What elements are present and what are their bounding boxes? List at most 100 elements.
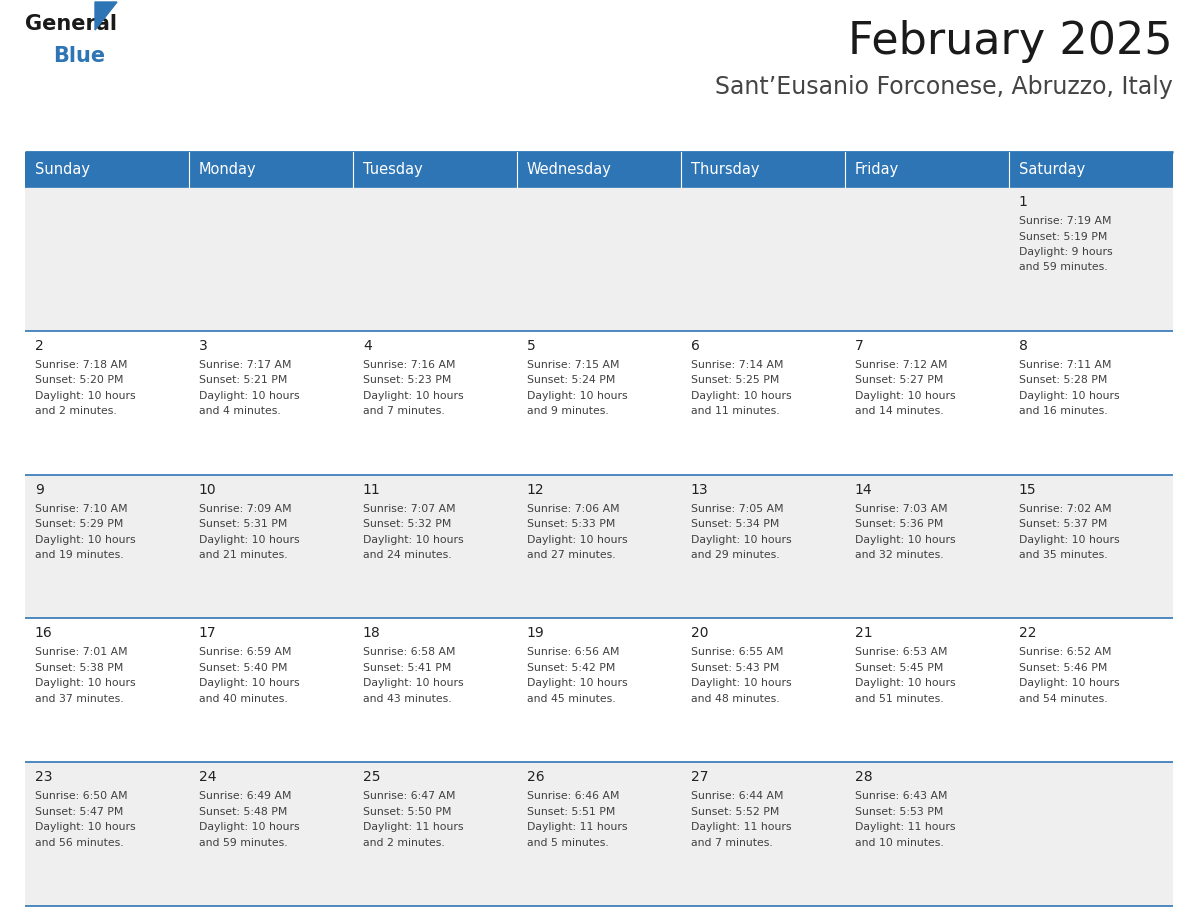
Text: and 5 minutes.: and 5 minutes.: [526, 838, 608, 847]
Text: Daylight: 10 hours: Daylight: 10 hours: [691, 391, 791, 401]
Text: Sunset: 5:37 PM: Sunset: 5:37 PM: [1019, 519, 1107, 529]
Text: Sunrise: 7:19 AM: Sunrise: 7:19 AM: [1019, 216, 1111, 226]
Text: Sunset: 5:43 PM: Sunset: 5:43 PM: [691, 663, 779, 673]
Text: and 56 minutes.: and 56 minutes.: [34, 838, 124, 847]
Text: Sunrise: 6:52 AM: Sunrise: 6:52 AM: [1019, 647, 1111, 657]
Text: Daylight: 10 hours: Daylight: 10 hours: [1019, 678, 1119, 688]
Text: Sunset: 5:24 PM: Sunset: 5:24 PM: [526, 375, 615, 386]
Text: Daylight: 10 hours: Daylight: 10 hours: [1019, 534, 1119, 544]
Text: Sunset: 5:25 PM: Sunset: 5:25 PM: [691, 375, 779, 386]
Text: Sunrise: 7:03 AM: Sunrise: 7:03 AM: [855, 504, 948, 513]
Text: Daylight: 10 hours: Daylight: 10 hours: [198, 823, 299, 833]
Text: Sunrise: 7:11 AM: Sunrise: 7:11 AM: [1019, 360, 1111, 370]
Bar: [25, 619, 1173, 762]
Text: Daylight: 10 hours: Daylight: 10 hours: [362, 534, 463, 544]
Text: Sunrise: 7:01 AM: Sunrise: 7:01 AM: [34, 647, 127, 657]
Text: and 7 minutes.: and 7 minutes.: [691, 838, 772, 847]
Text: and 7 minutes.: and 7 minutes.: [362, 407, 444, 416]
Text: 25: 25: [362, 770, 380, 784]
Text: and 27 minutes.: and 27 minutes.: [526, 550, 615, 560]
Text: Sunrise: 6:58 AM: Sunrise: 6:58 AM: [362, 647, 455, 657]
Text: Sunset: 5:52 PM: Sunset: 5:52 PM: [691, 807, 779, 817]
Text: Sunrise: 7:12 AM: Sunrise: 7:12 AM: [855, 360, 947, 370]
Text: Daylight: 10 hours: Daylight: 10 hours: [362, 678, 463, 688]
Text: Sunrise: 6:59 AM: Sunrise: 6:59 AM: [198, 647, 291, 657]
Text: Sunset: 5:53 PM: Sunset: 5:53 PM: [855, 807, 943, 817]
Text: 20: 20: [691, 626, 708, 641]
Text: Daylight: 10 hours: Daylight: 10 hours: [691, 678, 791, 688]
Text: 23: 23: [34, 770, 52, 784]
Text: Monday: Monday: [198, 162, 257, 177]
Text: Sunset: 5:48 PM: Sunset: 5:48 PM: [198, 807, 287, 817]
Text: 2: 2: [34, 339, 44, 353]
Text: Sunset: 5:29 PM: Sunset: 5:29 PM: [34, 519, 124, 529]
Text: Friday: Friday: [855, 162, 899, 177]
Text: and 2 minutes.: and 2 minutes.: [362, 838, 444, 847]
Text: Tuesday: Tuesday: [362, 162, 423, 177]
Text: Daylight: 10 hours: Daylight: 10 hours: [855, 678, 955, 688]
Text: Sunset: 5:47 PM: Sunset: 5:47 PM: [34, 807, 124, 817]
Text: and 2 minutes.: and 2 minutes.: [34, 407, 116, 416]
Polygon shape: [95, 2, 116, 30]
Text: Sunrise: 6:56 AM: Sunrise: 6:56 AM: [526, 647, 619, 657]
Text: Sunrise: 7:05 AM: Sunrise: 7:05 AM: [691, 504, 783, 513]
Text: and 16 minutes.: and 16 minutes.: [1019, 407, 1107, 416]
Text: Sunset: 5:34 PM: Sunset: 5:34 PM: [691, 519, 779, 529]
Text: Sunrise: 7:09 AM: Sunrise: 7:09 AM: [198, 504, 291, 513]
Text: Daylight: 10 hours: Daylight: 10 hours: [362, 391, 463, 401]
Text: Daylight: 11 hours: Daylight: 11 hours: [526, 823, 627, 833]
Bar: [25, 187, 1173, 330]
Bar: [25, 330, 1173, 475]
Text: Sunrise: 7:18 AM: Sunrise: 7:18 AM: [34, 360, 127, 370]
Text: Sunrise: 7:06 AM: Sunrise: 7:06 AM: [526, 504, 619, 513]
Text: Sunset: 5:40 PM: Sunset: 5:40 PM: [198, 663, 287, 673]
Text: 22: 22: [1019, 626, 1036, 641]
Text: Blue: Blue: [53, 46, 105, 66]
Text: Daylight: 10 hours: Daylight: 10 hours: [198, 678, 299, 688]
Text: and 4 minutes.: and 4 minutes.: [198, 407, 280, 416]
Text: and 32 minutes.: and 32 minutes.: [855, 550, 943, 560]
Text: 27: 27: [691, 770, 708, 784]
Text: and 51 minutes.: and 51 minutes.: [855, 694, 943, 704]
Text: 17: 17: [198, 626, 216, 641]
Text: and 59 minutes.: and 59 minutes.: [1019, 263, 1107, 273]
Text: 3: 3: [198, 339, 208, 353]
Text: and 11 minutes.: and 11 minutes.: [691, 407, 779, 416]
Text: and 29 minutes.: and 29 minutes.: [691, 550, 779, 560]
Text: Sunset: 5:31 PM: Sunset: 5:31 PM: [198, 519, 287, 529]
Text: Sunrise: 6:53 AM: Sunrise: 6:53 AM: [855, 647, 947, 657]
Text: 6: 6: [691, 339, 700, 353]
Text: Sunrise: 6:50 AM: Sunrise: 6:50 AM: [34, 791, 127, 801]
Text: Daylight: 10 hours: Daylight: 10 hours: [198, 391, 299, 401]
Text: and 45 minutes.: and 45 minutes.: [526, 694, 615, 704]
Text: Daylight: 10 hours: Daylight: 10 hours: [526, 678, 627, 688]
Text: 18: 18: [362, 626, 380, 641]
Text: Sunset: 5:19 PM: Sunset: 5:19 PM: [1019, 231, 1107, 241]
Text: 8: 8: [1019, 339, 1028, 353]
Text: Sunset: 5:36 PM: Sunset: 5:36 PM: [855, 519, 943, 529]
Text: Sunrise: 7:07 AM: Sunrise: 7:07 AM: [362, 504, 455, 513]
Text: Sunrise: 7:10 AM: Sunrise: 7:10 AM: [34, 504, 127, 513]
Text: 12: 12: [526, 483, 544, 497]
Text: Sunrise: 7:17 AM: Sunrise: 7:17 AM: [198, 360, 291, 370]
Text: 16: 16: [34, 626, 52, 641]
Text: Daylight: 10 hours: Daylight: 10 hours: [526, 391, 627, 401]
Text: and 14 minutes.: and 14 minutes.: [855, 407, 943, 416]
Text: and 19 minutes.: and 19 minutes.: [34, 550, 124, 560]
Text: Daylight: 10 hours: Daylight: 10 hours: [691, 534, 791, 544]
Bar: [353, 152, 517, 187]
Text: 14: 14: [855, 483, 872, 497]
Bar: [845, 152, 1009, 187]
Text: Sunset: 5:46 PM: Sunset: 5:46 PM: [1019, 663, 1107, 673]
Text: Daylight: 10 hours: Daylight: 10 hours: [855, 391, 955, 401]
Bar: [189, 152, 353, 187]
Text: 19: 19: [526, 626, 544, 641]
Text: Daylight: 10 hours: Daylight: 10 hours: [34, 823, 135, 833]
Text: and 10 minutes.: and 10 minutes.: [855, 838, 943, 847]
Text: Sunset: 5:51 PM: Sunset: 5:51 PM: [526, 807, 615, 817]
Text: Sunset: 5:23 PM: Sunset: 5:23 PM: [362, 375, 451, 386]
Text: Sunset: 5:41 PM: Sunset: 5:41 PM: [362, 663, 451, 673]
Bar: [517, 152, 681, 187]
Text: 1: 1: [1019, 195, 1028, 209]
Text: Daylight: 11 hours: Daylight: 11 hours: [855, 823, 955, 833]
